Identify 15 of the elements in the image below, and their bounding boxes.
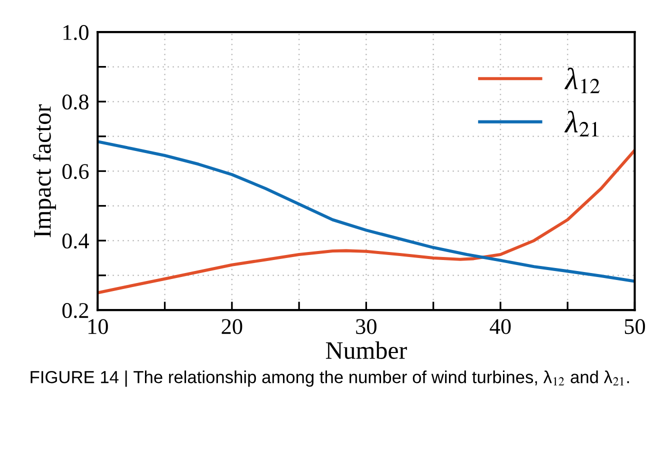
x-axis-title: Number bbox=[326, 341, 407, 359]
y-tick-label: 1.0 bbox=[63, 25, 88, 40]
y-axis-title: Impact factor bbox=[33, 104, 56, 238]
caption: FIGURE 14 | The relationship among the number of wind turbines, λ$_{12}$ and λ$_{21}$. bbox=[30, 370, 629, 387]
x-tick-label: 20 bbox=[222, 319, 242, 334]
x-tick-label: 40 bbox=[490, 319, 511, 334]
x-tick-label: 50 bbox=[624, 319, 645, 334]
x-tick-label: 10 bbox=[88, 319, 108, 334]
x-tick-label: 30 bbox=[356, 319, 376, 334]
y-tick-label: 0.4 bbox=[62, 234, 89, 249]
y-tick-label: 0.6 bbox=[62, 164, 89, 180]
y-tick-label: 0.2 bbox=[62, 303, 88, 318]
legend-label: λ$_{12}$ bbox=[564, 68, 600, 94]
legend-label: λ$_{21}$ bbox=[564, 110, 598, 136]
y-tick-label: 0.8 bbox=[62, 94, 88, 110]
